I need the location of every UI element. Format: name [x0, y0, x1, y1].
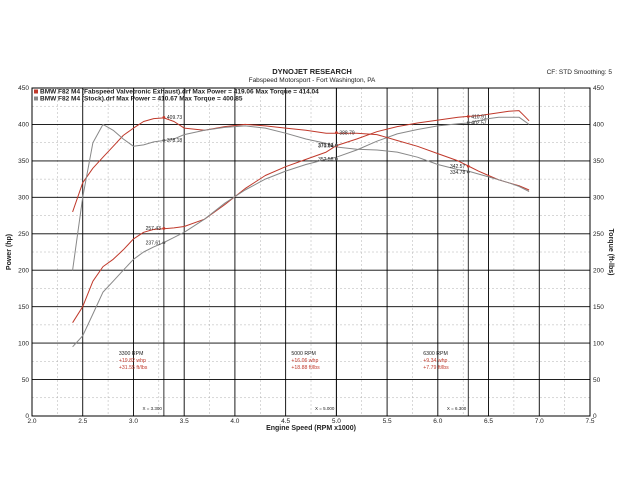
x-tick-label: 3.5 — [180, 418, 189, 425]
y-tick-label: 150 — [18, 304, 29, 311]
x-tick-label: 7.0 — [535, 418, 544, 425]
data-label: 334.78 — [450, 170, 466, 176]
data-label: 371.82 — [318, 143, 334, 149]
data-point-marker — [162, 241, 166, 245]
annotation-rpm: 5000 RPM — [291, 351, 316, 357]
x-tick-label: 6.0 — [433, 418, 442, 425]
y-axis-label: Power (hp) — [6, 234, 13, 270]
y-tick-label: 400 — [18, 122, 29, 129]
chart-subtitle: Fabspeed Motorsport - Fort Washington, P… — [249, 77, 376, 84]
series-line-power-0 — [72, 110, 530, 323]
y2-tick-label: 250 — [593, 231, 604, 238]
x-tick-label: 2.0 — [27, 418, 36, 425]
y-tick-label: 350 — [18, 158, 29, 165]
data-label: 352.58 — [318, 157, 334, 163]
legend-swatch-stock — [34, 96, 38, 101]
data-label: 409.73 — [167, 115, 183, 121]
data-label: 410.91 — [471, 114, 487, 120]
y2-tick-label: 400 — [593, 122, 604, 129]
annotation-torque-gain: +7.79 ft/lbs — [423, 365, 449, 371]
y2-axis-label: Torque (ft-lbs) — [607, 229, 614, 276]
y2-tick-label: 50 — [593, 377, 601, 384]
data-label: 257.43 — [146, 226, 162, 232]
y-tick-label: 50 — [22, 377, 30, 384]
x-tick-label: 5.5 — [383, 418, 392, 425]
x-tick-label: 6.5 — [484, 418, 493, 425]
y2-tick-label: 0 — [593, 413, 597, 420]
data-labels: 257.43 237.61 409.73 378.18 370.64 352.58 388.… — [146, 114, 487, 246]
tick-labels: 2.0 2.5 3.0 3.5 4.0 4.5 5.0 5.5 6.0 6.5 7.0 7.50 050… — [18, 85, 604, 425]
x-tick-label: 5.0 — [332, 418, 341, 425]
x-tick-label: 4.5 — [281, 418, 290, 425]
data-point-marker — [334, 157, 338, 161]
data-point-marker — [334, 143, 338, 147]
data-point-marker — [334, 131, 338, 135]
legend: BMW F82 M4 (Fabspeed Valvetronic Exhaust… — [34, 89, 319, 103]
y2-tick-label: 200 — [593, 267, 604, 274]
y-tick-label: 450 — [18, 85, 29, 92]
y2-tick-label: 100 — [593, 340, 604, 347]
y-tick-label: 300 — [18, 195, 29, 202]
annotation-rpm: 3300 RPM — [119, 351, 144, 357]
data-label: 237.61 — [146, 241, 162, 247]
cursor-markers — [163, 88, 469, 416]
data-point-marker — [162, 115, 166, 119]
data-point-marker — [466, 170, 470, 174]
annotation-rpm: 6300 RPM — [423, 351, 448, 357]
plot-frame — [31, 87, 591, 417]
cursor-x-readout: X = 6.300 — [447, 406, 467, 411]
data-point-marker — [466, 115, 470, 118]
x-tick-label: 3.0 — [129, 418, 138, 425]
data-point-marker — [162, 226, 166, 230]
series-line-power-1 — [72, 116, 530, 348]
data-point-marker — [162, 138, 166, 142]
y2-tick-label: 150 — [593, 304, 604, 311]
legend-entry-stock: BMW F82 M4 (Stock).drf Max Power = 410.6… — [40, 96, 243, 103]
x-tick-label: 7.5 — [585, 418, 594, 425]
y2-tick-label: 300 — [593, 195, 604, 202]
annotation-power-gain: +16.06 whp — [291, 358, 318, 364]
data-point-marker — [466, 164, 470, 168]
y-tick-label: 250 — [18, 231, 29, 238]
annotation-power-gain: +19.82 whp — [119, 358, 146, 364]
legend-swatch-fabspeed — [34, 89, 38, 94]
data-label: 402.57 — [471, 120, 487, 126]
chart-settings: CF: STD Smoothing: 5 — [547, 69, 613, 76]
annotation-power-gain: +9.34 whp — [423, 358, 447, 364]
cursor-x-readout: X = 3.300 — [142, 406, 162, 411]
annotation-torque-gain: +18.88 ft/lbs — [291, 365, 320, 371]
series-line-torque-2 — [72, 117, 530, 213]
curves — [72, 110, 530, 348]
x-axis-label: Engine Speed (RPM x1000) — [266, 425, 356, 432]
data-label: 388.79 — [339, 130, 355, 136]
annotation-torque-gain: +31.55 ft/lbs — [119, 365, 148, 371]
cursor-x-readout: X = 5.000 — [315, 406, 335, 411]
data-label: 342.57 — [450, 164, 466, 170]
data-label: 370.64 — [318, 144, 334, 150]
y2-tick-label: 350 — [593, 158, 604, 165]
y-tick-label: 100 — [18, 340, 29, 347]
y2-tick-label: 450 — [593, 85, 604, 92]
data-label: 378.18 — [167, 138, 183, 144]
y-tick-label: 200 — [18, 267, 29, 274]
series-line-torque-3 — [72, 123, 530, 271]
legend-entry-fabspeed: BMW F82 M4 (Fabspeed Valvetronic Exhaust… — [40, 89, 319, 96]
x-tick-label: 2.5 — [78, 418, 87, 425]
chart-title: DYNOJET RESEARCH — [272, 67, 352, 76]
y-tick-label: 0 — [25, 413, 29, 420]
annotations: 3300 RPM+19.82 whp+31.55 ft/lbs X = 3.300… — [119, 351, 467, 411]
data-point-marker — [466, 121, 470, 124]
x-tick-label: 4.0 — [230, 418, 239, 425]
